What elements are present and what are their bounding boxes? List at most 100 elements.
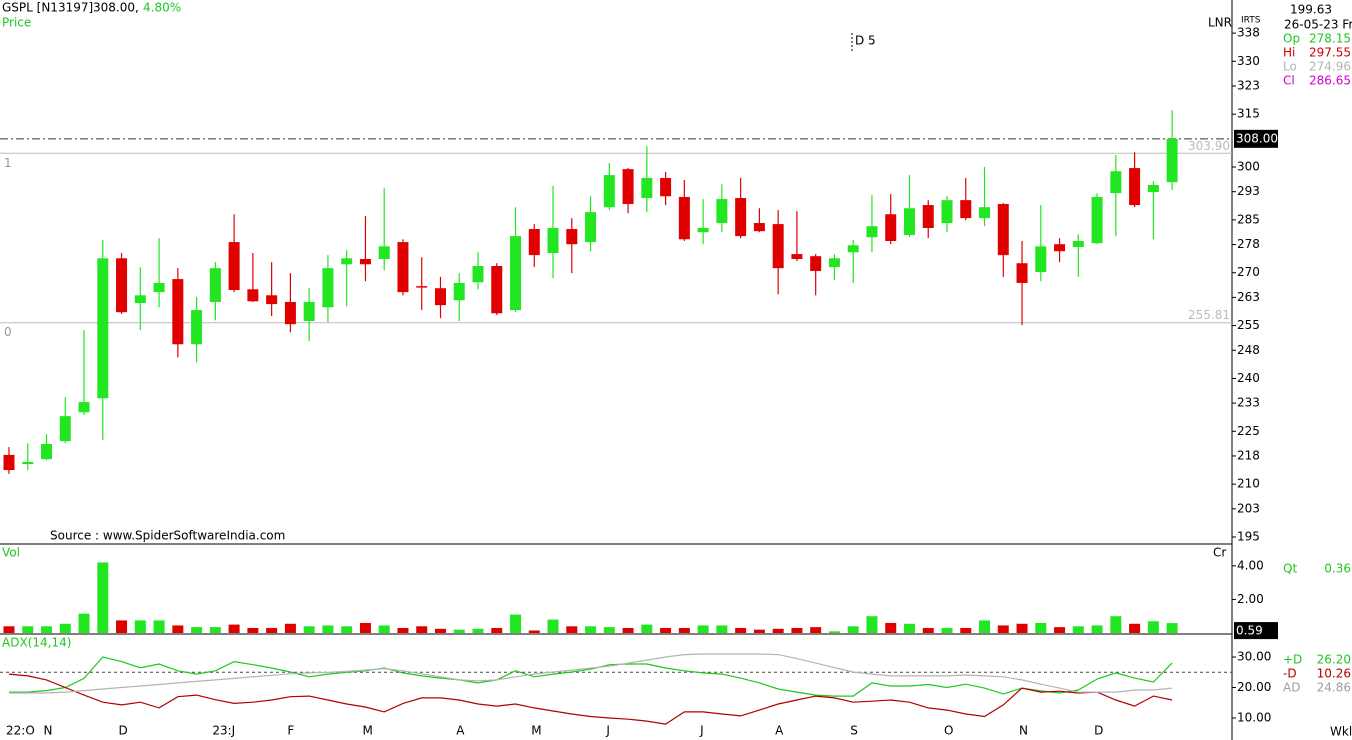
- volume-bar: [359, 622, 371, 633]
- volume-bar: [397, 627, 409, 633]
- y-tick-label: 10.00: [1237, 711, 1271, 725]
- x-tick-label: N: [1019, 724, 1028, 738]
- candle-body: [378, 246, 390, 259]
- candle-body: [697, 227, 709, 233]
- candle-body: [510, 236, 522, 311]
- volume-bar: [566, 626, 578, 633]
- volume-bar: [1016, 623, 1028, 633]
- x-tick-label: N: [44, 724, 53, 738]
- candle-body: [191, 310, 203, 345]
- candle-body: [641, 177, 653, 199]
- candle-body: [472, 266, 484, 283]
- candle-body: [341, 258, 353, 265]
- x-tick-label: D: [1094, 724, 1103, 738]
- volume-bar: [378, 625, 390, 633]
- volume-bar: [134, 620, 146, 633]
- candle-body: [322, 268, 334, 308]
- candle-body: [791, 254, 803, 259]
- candle-body: [209, 268, 221, 302]
- volume-bar: [678, 627, 690, 633]
- fib-label: 0: [4, 325, 12, 339]
- candle-body: [97, 258, 109, 399]
- candle-body: [247, 289, 259, 302]
- volume-bar: [97, 562, 109, 633]
- y-tick-label: 30.00: [1237, 650, 1271, 664]
- volume-bar: [59, 623, 71, 633]
- volume-bar: [528, 630, 540, 633]
- volume-bar: [960, 627, 972, 633]
- volume-bar: [847, 626, 859, 633]
- volume-bar: [1110, 616, 1122, 633]
- y-tick-label: 195: [1237, 530, 1260, 544]
- candle-body: [153, 282, 165, 293]
- x-tick-label: D: [119, 724, 128, 738]
- readout-value: 24.86: [1317, 681, 1351, 695]
- volume-bar: [284, 623, 296, 633]
- volume-bar: [341, 626, 353, 633]
- readout-value: 297.55: [1309, 46, 1351, 60]
- fib-label: 1: [4, 156, 12, 170]
- price-box-label: 308.00: [1236, 131, 1278, 145]
- x-tick-label: 23:J: [212, 724, 235, 738]
- candle-body: [1072, 241, 1084, 248]
- value-box: [1234, 622, 1278, 640]
- volume-bar: [979, 620, 991, 633]
- volume-bar: [1091, 625, 1103, 633]
- volume-bar: [1072, 626, 1084, 633]
- candle-body: [678, 196, 690, 240]
- candle-body: [453, 282, 465, 301]
- readout-date: 26-05-23 Fri: [1284, 18, 1352, 32]
- volume-bar: [491, 627, 503, 633]
- volume-bar: [828, 631, 840, 633]
- volume-bar: [116, 620, 128, 633]
- y-tick-label: 315: [1237, 107, 1260, 121]
- candle-body: [59, 416, 71, 442]
- volume-bar: [172, 625, 184, 633]
- candle-body: [266, 295, 278, 305]
- y-tick-label: 323: [1237, 78, 1260, 92]
- x-tick-label: M: [362, 724, 372, 738]
- x-tick-label: A: [775, 724, 784, 738]
- candle-body: [903, 208, 915, 236]
- x-tick-label: J: [699, 724, 704, 738]
- candle-body: [828, 258, 840, 268]
- volume-bar: [903, 623, 915, 633]
- x-tick-label: A: [456, 724, 465, 738]
- volume-bar: [472, 628, 484, 633]
- volume-bar: [603, 627, 615, 633]
- candle-body: [528, 229, 540, 256]
- volume-bar: [266, 627, 278, 633]
- readout-label: Hi: [1283, 46, 1295, 60]
- y-tick-label: 263: [1237, 290, 1260, 304]
- candle-body: [22, 461, 34, 465]
- x-tick-label: J: [605, 724, 610, 738]
- candle-body: [1129, 168, 1141, 206]
- volume-bar: [510, 614, 522, 633]
- volume-bar: [247, 627, 259, 633]
- readout-label: Qt: [1283, 562, 1297, 576]
- candle-body: [1147, 184, 1159, 193]
- level-label: 303.90: [1188, 139, 1230, 153]
- volume-bar: [303, 626, 315, 633]
- candle-body: [716, 199, 728, 224]
- volume-bar: [791, 627, 803, 633]
- candle-body: [753, 223, 765, 232]
- candle-body: [359, 258, 371, 265]
- y-tick-label: 4.00: [1237, 558, 1264, 572]
- candle-body: [1110, 171, 1122, 194]
- y-tick-label: 293: [1237, 184, 1260, 198]
- volume-bar: [866, 616, 878, 633]
- readout-label: -D: [1283, 667, 1297, 681]
- marker: D 5: [855, 34, 876, 48]
- indicator-name: IRTS: [1241, 16, 1261, 26]
- candle-body: [735, 198, 747, 237]
- volume-bar: [228, 624, 240, 633]
- volume-bar: [622, 627, 634, 633]
- candle-body: [547, 227, 559, 254]
- volume-bar: [209, 627, 221, 633]
- volume-bar: [753, 629, 765, 633]
- y-tick-label: 225: [1237, 424, 1260, 438]
- price-box: [1234, 129, 1278, 148]
- volume-bar: [735, 627, 747, 633]
- volume-bar: [434, 628, 446, 633]
